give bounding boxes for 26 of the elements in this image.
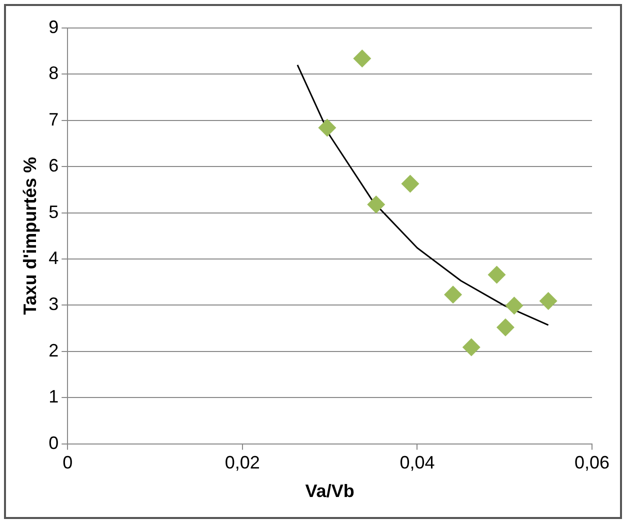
x-tick-label: 0,04 bbox=[400, 452, 435, 473]
point bbox=[488, 266, 506, 284]
y-tick-label: 9 bbox=[48, 16, 59, 37]
x-tick-label: 0,06 bbox=[574, 452, 610, 473]
point bbox=[496, 318, 514, 336]
point bbox=[401, 174, 420, 193]
y-tick-label: 5 bbox=[48, 202, 59, 222]
point bbox=[367, 195, 386, 214]
y-tick-label: 2 bbox=[48, 340, 59, 360]
y-tick-label: 0 bbox=[48, 432, 59, 453]
y-axis-title: Taxu d'impurtés % bbox=[20, 156, 40, 315]
y-tick-label: 4 bbox=[48, 248, 59, 268]
x-tick-label: 0,02 bbox=[224, 452, 260, 473]
x-axis-title: Va/Vb bbox=[305, 481, 354, 502]
y-tick-label: 1 bbox=[48, 386, 59, 407]
point bbox=[539, 292, 558, 310]
point bbox=[353, 49, 372, 68]
point bbox=[462, 338, 480, 356]
x-tick-label: 0 bbox=[62, 452, 73, 473]
y-tick-label: 8 bbox=[48, 63, 59, 84]
point bbox=[318, 118, 336, 137]
y-tick-label: 7 bbox=[48, 109, 59, 130]
point bbox=[444, 286, 462, 304]
point bbox=[505, 296, 524, 315]
y-tick-label: 3 bbox=[48, 294, 59, 314]
y-tick-label: 6 bbox=[48, 156, 59, 176]
